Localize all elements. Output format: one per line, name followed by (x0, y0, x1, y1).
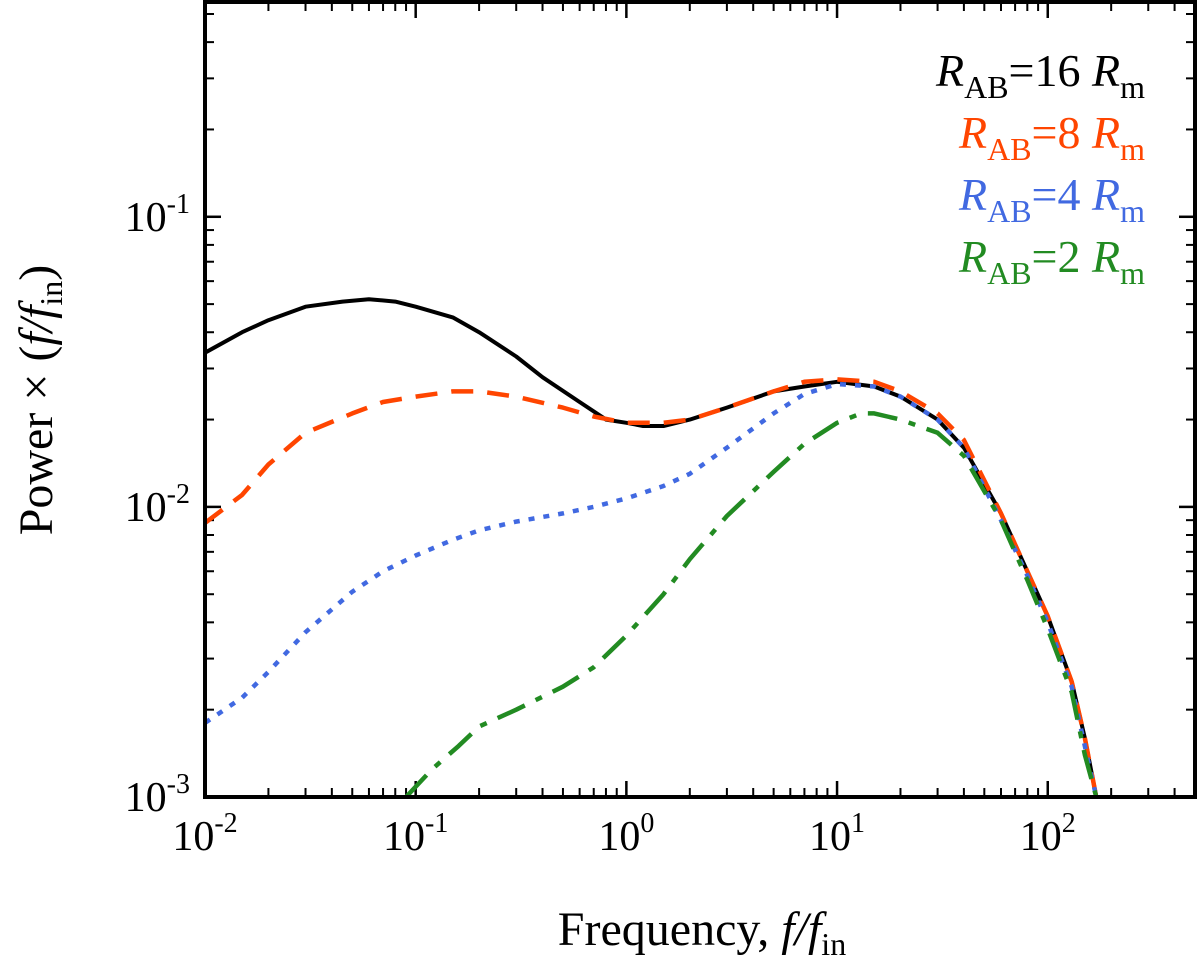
series-line-4 (404, 411, 1099, 797)
plot-frame (203, 0, 1197, 799)
x-tick-label: 102 (1020, 808, 1076, 860)
x-axis-label: Frequency, f/fin (558, 903, 846, 959)
x-tick-label: 10-2 (172, 808, 237, 860)
y-tick-label: 10-2 (125, 479, 190, 531)
x-tick-label: 101 (809, 808, 865, 860)
y-axis-label: Power × (f/fin) (10, 265, 69, 536)
series-line-1 (205, 297, 1099, 797)
x-tick-label: 100 (598, 808, 654, 860)
series-line-3 (205, 381, 1099, 797)
series-line-2 (205, 377, 1099, 797)
legend-entry: RAB=2 Rm (958, 231, 1145, 291)
legend-entry: RAB=16 Rm (935, 45, 1145, 105)
legend-entry: RAB=4 Rm (958, 169, 1145, 229)
data-series (205, 297, 1099, 797)
x-tick-label: 10-1 (383, 808, 448, 860)
legend-entry: RAB=8 Rm (958, 107, 1145, 167)
y-tick-label: 10-1 (125, 189, 190, 241)
y-tick-label: 10-3 (125, 769, 190, 821)
